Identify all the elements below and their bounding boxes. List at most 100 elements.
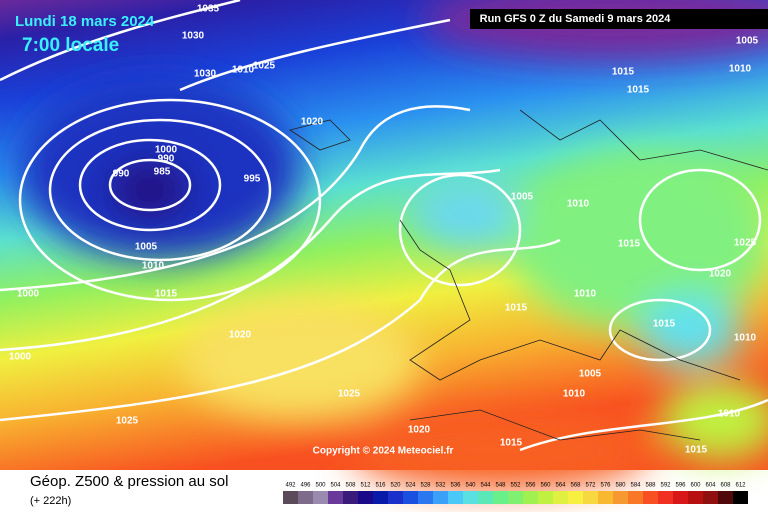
scale-swatch: [583, 491, 598, 504]
isobar-label: 1025: [253, 61, 276, 72]
scale-swatch: [733, 491, 748, 504]
isobar-label: 995: [244, 174, 261, 185]
scale-label: 496: [300, 483, 311, 489]
isobar-label: 1015: [505, 303, 528, 314]
isobar-label: 1005: [135, 242, 158, 253]
isobar-label: 1000: [17, 289, 40, 300]
scale-swatch: [313, 491, 328, 504]
scale-label: 596: [675, 483, 686, 489]
footer-title: Géop. Z500 & pression au sol: [30, 473, 228, 490]
scale-label: 524: [405, 483, 416, 489]
scale-swatch: [448, 491, 463, 504]
isobar-label: 990: [158, 154, 175, 165]
scale-swatch: [643, 491, 658, 504]
scale-label: 512: [360, 483, 371, 489]
scale-swatch: [328, 491, 343, 504]
scale-swatch: [703, 491, 718, 504]
scale-swatch: [658, 491, 673, 504]
scale-label: 560: [540, 483, 551, 489]
run-box: [470, 9, 768, 29]
scale-label: 508: [345, 483, 356, 489]
scale-swatch: [523, 491, 538, 504]
scale-label: 504: [330, 483, 341, 489]
scale-swatch: [418, 491, 433, 504]
isobar-label: 1015: [155, 289, 178, 300]
isobar-label: 1025: [338, 389, 361, 400]
run-info: Run GFS 0 Z du Samedi 9 mars 2024: [480, 13, 672, 25]
isobar-label: 1005: [511, 192, 534, 203]
isobar-label: 1015: [685, 445, 708, 456]
scale-label: 552: [510, 483, 521, 489]
isobar-label: 1010: [563, 389, 586, 400]
isobar-label: 985: [154, 167, 171, 178]
scale-label: 520: [390, 483, 401, 489]
isobar-label: 1030: [182, 31, 205, 42]
scale-swatch: [688, 491, 703, 504]
scale-label: 588: [645, 483, 656, 489]
color-scale: 492 496 500 504 508 512 516 520 524 528 532 536 540 5…: [283, 483, 748, 504]
isobar-label: 1005: [579, 369, 602, 380]
scale-label: 536: [450, 483, 461, 489]
scale-swatch: [433, 491, 448, 504]
isobar-label: 1015: [500, 438, 523, 449]
scale-label: 492: [285, 483, 296, 489]
scale-label: 544: [480, 483, 491, 489]
isobar-label: 1015: [618, 239, 641, 250]
isobar-label: 1000: [9, 352, 32, 363]
scale-swatch: [283, 491, 298, 504]
isobar-label: 1010: [232, 65, 255, 76]
scale-label: 564: [555, 483, 566, 489]
copyright: Copyright © 2024 Meteociel.fr: [313, 446, 454, 457]
scale-swatch: [388, 491, 403, 504]
scale-swatch: [343, 491, 358, 504]
scale-label: 500: [315, 483, 326, 489]
scale-label: 580: [615, 483, 626, 489]
isobar-label: 1020: [301, 117, 324, 128]
isobar-label: 1010: [567, 199, 590, 210]
isobar-label: 1015: [627, 85, 650, 96]
scale-swatch: [478, 491, 493, 504]
scale-label: 604: [705, 483, 716, 489]
scale-swatch: [553, 491, 568, 504]
scale-label: 568: [570, 483, 581, 489]
scale-swatch: [568, 491, 583, 504]
isobar-label: 990: [113, 169, 130, 180]
scale-swatch: [598, 491, 613, 504]
scale-label: 592: [660, 483, 671, 489]
isobar-label: 1000: [155, 145, 178, 156]
scale-swatch: [628, 491, 643, 504]
isobar-label: 1035: [197, 4, 220, 15]
isobar-label: 1015: [653, 319, 676, 330]
scale-swatch: [373, 491, 388, 504]
isobar-label: 1015: [612, 67, 635, 78]
scale-swatch: [613, 491, 628, 504]
scale-label: 548: [495, 483, 506, 489]
scale-label: 608: [720, 483, 731, 489]
scale-swatch: [673, 491, 688, 504]
scale-swatch: [508, 491, 523, 504]
scale-label: 572: [585, 483, 596, 489]
scale-swatch: [718, 491, 733, 504]
scale-swatch: [358, 491, 373, 504]
isobar-label: 1025: [116, 416, 139, 427]
isobar-label: 1010: [574, 289, 597, 300]
scale-swatch: [463, 491, 478, 504]
scale-swatch: [538, 491, 553, 504]
isobar-label: 1005: [736, 36, 759, 47]
scale-label: 612: [735, 483, 746, 489]
scale-swatch: [403, 491, 418, 504]
scale-swatch: [493, 491, 508, 504]
scale-label: 540: [465, 483, 476, 489]
isobar-label: 1010: [718, 409, 741, 420]
scale-label: 528: [420, 483, 431, 489]
date: Lundi 18 mars 2024: [15, 13, 155, 30]
scale-label: 576: [600, 483, 611, 489]
isobar-label: 1020: [709, 269, 732, 280]
isobar-label: 1010: [729, 64, 752, 75]
footer-lead: (+ 222h): [30, 495, 71, 507]
scale-label: 516: [375, 483, 386, 489]
isobar-label: 1010: [734, 333, 757, 344]
scale-label: 532: [435, 483, 446, 489]
scale-swatch: [298, 491, 313, 504]
